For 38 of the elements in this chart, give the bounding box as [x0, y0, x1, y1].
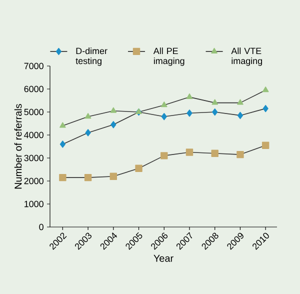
- point: [237, 112, 244, 120]
- point: [186, 110, 192, 117]
- legend-label: D-dimer testing: [76, 48, 108, 66]
- point: [262, 104, 268, 112]
- y-tick-label: 5000: [24, 108, 44, 116]
- point: [211, 150, 218, 157]
- y-tick-label: 0: [39, 224, 44, 230]
- point: [186, 148, 194, 156]
- y-tick-label: 3000: [24, 154, 44, 162]
- point: [84, 113, 92, 119]
- legend-label: All VTE imaging: [231, 48, 262, 66]
- y-tick-label: 1000: [24, 200, 44, 208]
- point: [212, 108, 218, 116]
- point: [161, 113, 167, 120]
- point: [135, 164, 142, 172]
- point: [236, 150, 244, 158]
- y-tick-label: 4000: [24, 132, 44, 138]
- point: [262, 86, 269, 92]
- y-axis-title: Number of referrals: [14, 104, 22, 189]
- legend-label: All PE imaging: [153, 48, 184, 66]
- y-tick-label: 6000: [24, 86, 44, 92]
- point: [59, 174, 66, 182]
- y-tick-label: 2000: [24, 178, 44, 184]
- point: [110, 172, 118, 180]
- point: [60, 122, 66, 128]
- point: [85, 129, 91, 136]
- point: [160, 102, 168, 108]
- point: [160, 152, 168, 160]
- point: [262, 142, 270, 149]
- point: [212, 99, 218, 105]
- x-axis-title: Year: [154, 254, 174, 262]
- point: [60, 140, 66, 148]
- point: [84, 174, 92, 182]
- point: [237, 99, 244, 105]
- point: [186, 93, 193, 100]
- point: [110, 121, 116, 128]
- y-tick-label: 7000: [24, 62, 44, 70]
- point: [110, 107, 117, 113]
